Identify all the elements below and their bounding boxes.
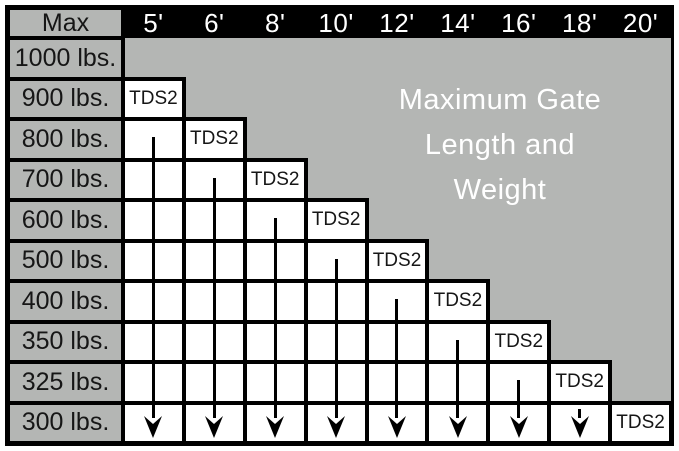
- row-label: 400 lbs.: [8, 281, 123, 322]
- down-arrow: [367, 281, 428, 443]
- arrowhead-icon: [387, 416, 406, 438]
- tds2-cell: TDS2: [123, 78, 184, 119]
- column-header-20ft: 20': [622, 8, 659, 38]
- column-header-6ft: 6': [204, 8, 225, 38]
- arrow-shaft: [334, 258, 338, 418]
- arrowhead-icon: [570, 416, 589, 438]
- down-arrow: [549, 403, 610, 444]
- row-label: 325 lbs.: [8, 362, 123, 403]
- down-arrow: [184, 160, 245, 444]
- arrowhead-icon: [144, 416, 163, 438]
- arrowhead-icon: [205, 416, 224, 438]
- row-label: 800 lbs.: [8, 119, 123, 160]
- down-arrow: [427, 322, 488, 444]
- column-header-8ft: 8': [264, 8, 286, 38]
- arrow-shaft: [395, 299, 399, 418]
- row-label: 500 lbs.: [8, 240, 123, 281]
- chart-title-line-1: Maximum Gate: [398, 84, 602, 116]
- down-arrow: [306, 241, 367, 444]
- arrowhead-icon: [509, 416, 528, 438]
- column-header-18ft: 18': [561, 8, 598, 38]
- column-header-16ft: 16': [501, 8, 537, 38]
- column-header-5ft: 5': [143, 8, 164, 38]
- tds2-cell: TDS2: [488, 321, 550, 362]
- tds2-cell: TDS2: [183, 119, 245, 160]
- arrowhead-icon: [327, 416, 346, 438]
- arrowhead-icon: [266, 416, 285, 438]
- down-arrow: [488, 362, 549, 443]
- row-label: 300 lbs.: [8, 402, 123, 443]
- row-label: 600 lbs.: [8, 200, 123, 241]
- tds2-cell: TDS2: [244, 159, 306, 200]
- down-arrow: [123, 119, 184, 443]
- row-label: 900 lbs.: [8, 78, 123, 119]
- down-arrow: [245, 200, 306, 443]
- column-header-12ft: 12': [379, 8, 415, 38]
- tds2-cell: TDS2: [366, 240, 428, 281]
- arrowhead-icon: [448, 416, 467, 438]
- column-header-10ft: 10': [318, 8, 354, 38]
- gate-length-weight-chart: Max 5' 6' 8' 10' 12' 14' 16' 18' 20' 1000 lbs. 90…: [5, 5, 674, 446]
- row-label: 700 lbs.: [8, 159, 123, 200]
- arrow-shaft: [273, 218, 277, 418]
- arrow-shaft: [578, 408, 582, 418]
- tds2-cell: TDS2: [610, 402, 671, 443]
- tds2-cell: TDS2: [305, 200, 367, 241]
- corner-max-label: Max: [8, 8, 123, 38]
- arrow-shaft: [212, 177, 216, 418]
- tds2-cell: TDS2: [427, 281, 489, 322]
- column-header-14ft: 14': [440, 8, 476, 38]
- chart-title-line-2: Length and: [424, 129, 576, 161]
- row-label: 1000 lbs.: [8, 38, 123, 79]
- grid: Max 5' 6' 8' 10' 12' 14' 16' 18' 20' 1000 lbs. 90…: [8, 8, 671, 443]
- chart-title: Maximum Gate Length and Weight: [335, 78, 665, 213]
- arrow-shaft: [151, 137, 155, 418]
- tds2-cell: TDS2: [549, 362, 611, 403]
- chart-title-line-3: Weight: [453, 174, 547, 206]
- header-band: 5' 6' 8' 10' 12' 14' 16' 18' 20': [123, 8, 671, 38]
- row-label: 350 lbs.: [8, 321, 123, 362]
- arrow-shaft: [456, 339, 460, 418]
- arrow-shaft: [517, 380, 521, 418]
